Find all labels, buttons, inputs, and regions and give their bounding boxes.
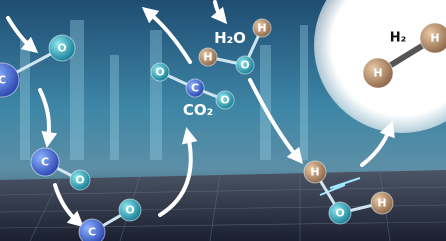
atom-label: C (191, 82, 199, 95)
atom-label: H (310, 166, 319, 179)
atom-label: O (155, 66, 164, 79)
atom-label: C (0, 74, 6, 87)
water-label: H₂O (214, 29, 246, 47)
atom-label: H (257, 22, 266, 35)
atom-label: H (203, 51, 212, 64)
hydrogen-label: H₂ (390, 31, 407, 46)
illustration: C O C O C O O C O H O H H O H H H H₂O CO₂ H₂ (0, 0, 446, 241)
atom-label: C (41, 156, 49, 169)
co2-label: CO₂ (183, 101, 213, 119)
atom-label: O (125, 204, 134, 217)
atom-label: O (75, 174, 84, 187)
atom-label: C (88, 226, 96, 239)
atom-label: H (377, 197, 386, 210)
atom-label: O (57, 42, 66, 55)
atom-label: O (335, 207, 344, 220)
atom-label: O (240, 59, 249, 72)
atom-label: O (220, 94, 229, 107)
atom-label: H (373, 67, 382, 80)
atom-label: H (430, 32, 439, 45)
